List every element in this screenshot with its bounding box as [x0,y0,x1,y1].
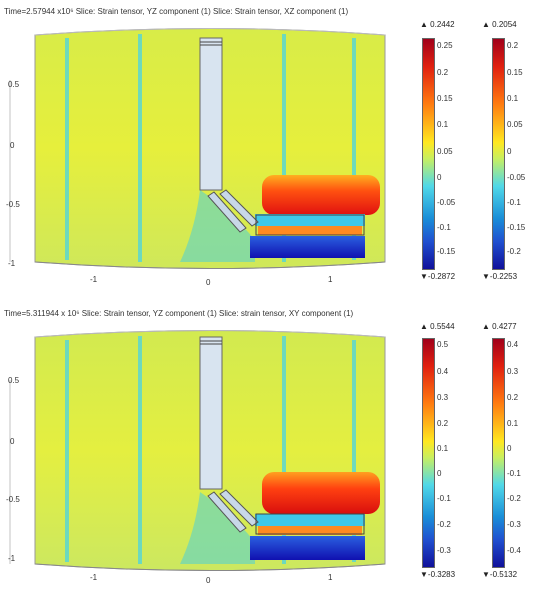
colorbar-tick: 0.4 [437,367,449,376]
colorbar-max-label: ▲ 0.5544 [420,322,455,331]
colorbar-gradient [422,38,435,270]
colorbar-tick: -0.4 [507,546,521,555]
panel-title: Time=2.57944 x10⁶ Slice: Strain tensor, … [4,7,349,16]
tension-region [262,472,380,514]
colorbar-tick: 0.1 [507,94,519,103]
y-tick: -1 [8,259,16,268]
colorbar-max-label: ▲ 0.2054 [482,20,517,29]
colorbar-tick: -0.05 [507,173,526,182]
rod-stripes [65,34,356,262]
x-tick: -1 [90,573,98,582]
colorbar-tick: -0.2 [507,494,521,503]
colorbar-tick: -0.1 [507,469,521,478]
colorbar-tick: 0.3 [507,367,519,376]
colorbar-tick: -0.15 [437,247,456,256]
colorbar-tick: -0.15 [507,223,526,232]
colorbar-tick: 0.3 [437,393,449,402]
x-tick: 1 [328,573,333,582]
simulation-plot[interactable] [0,302,405,589]
colorbar-max-label: ▲ 0.4277 [482,322,517,331]
y-tick: -1 [8,554,16,563]
plot-panel-1: Time=2.57944 x10⁶ Slice: Strain tensor, … [0,0,550,287]
compression-region [250,536,365,560]
colorbar-tick: 0.1 [507,419,519,428]
colorbar-min-label: ▼-0.5132 [482,570,518,579]
colorbar-tick: 0.1 [437,120,449,129]
colorbar-tick: 0.2 [507,393,519,402]
colorbar-tick: -0.1 [437,494,451,503]
colorbar-tick: 0.4 [507,340,519,349]
colorbar-tick: -0.2 [507,247,521,256]
colorbar-tick: 0.25 [437,41,453,50]
x-tick: 0 [206,576,211,585]
colorbar-min-label: ▼-0.2253 [482,272,518,281]
simulation-plot[interactable] [0,0,405,287]
colorbar-tick: -0.3 [437,546,451,555]
tension-region [262,175,380,215]
colorbar-min-label: ▼-0.3283 [420,570,456,579]
colorbar-tick: 0 [507,444,512,453]
y-tick: -0.5 [6,495,20,504]
colorbar-max-label: ▲ 0.2442 [420,20,455,29]
colorbar-tick: 0.05 [507,120,523,129]
colorbar-gradient [492,338,505,568]
colorbar-tick: 0.15 [437,94,453,103]
y-tick: 0 [10,437,15,446]
colorbar-gradient [422,338,435,568]
colorbar-tick: 0.5 [437,340,449,349]
y-tick: -0.5 [6,200,20,209]
colorbar-tick: 0.1 [437,444,449,453]
x-tick: 0 [206,278,211,287]
colorbar-tick: 0.05 [437,147,453,156]
colorbar-tick: 0.2 [437,68,449,77]
panel-title: Time=5.311944 x 10⁶ Slice: Strain tensor… [4,309,354,318]
plot-panel-2: Time=5.311944 x 10⁶ Slice: Strain tensor… [0,302,550,589]
x-tick: 1 [328,275,333,284]
x-tick: -1 [90,275,98,284]
y-tick: 0 [10,141,15,150]
colorbar-tick: -0.05 [437,198,456,207]
y-tick: 0.5 [8,376,20,385]
colorbar-tick: 0 [437,469,442,478]
colorbar-gradient [492,38,505,270]
colorbar-tick: -0.1 [507,198,521,207]
rod-stripes [65,336,356,564]
y-tick: 0.5 [8,80,20,89]
compression-region [250,236,365,258]
colorbar-min-label: ▼-0.2872 [420,272,456,281]
colorbar-tick: 0 [437,173,442,182]
colorbar-tick: -0.2 [437,520,451,529]
colorbar-tick: 0.2 [437,419,449,428]
colorbar-tick: 0.2 [507,41,519,50]
colorbar-tick: -0.1 [437,223,451,232]
colorbar-tick: 0 [507,147,512,156]
colorbar-tick: 0.15 [507,68,523,77]
colorbar-tick: -0.3 [507,520,521,529]
